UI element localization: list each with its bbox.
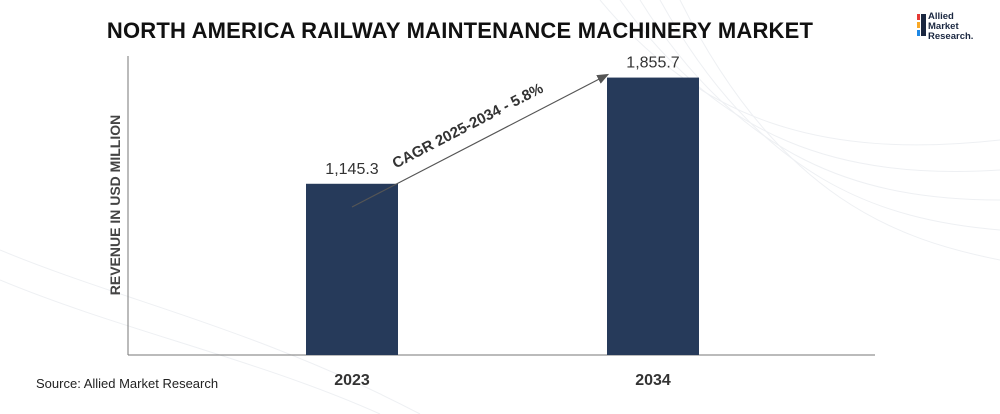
logo-line-1: Allied xyxy=(928,11,954,22)
data-label-2034: 1,855.7 xyxy=(626,55,679,72)
data-label-2023: 1,145.3 xyxy=(325,161,378,178)
x-tick-label-2034: 2034 xyxy=(635,372,671,389)
x-tick-label-2023: 2023 xyxy=(334,372,370,389)
allied-market-research-logo: Allied Market Research. xyxy=(916,12,992,52)
logo-line-2: Market xyxy=(928,21,959,32)
cagr-annotation: CAGR 2025-2034 - 5.8% xyxy=(390,80,547,172)
y-axis-label: REVENUE IN USD MILLION xyxy=(107,115,123,295)
cagr-arrow xyxy=(351,73,610,208)
logo-line-3: Research. xyxy=(928,31,974,42)
bar-2023 xyxy=(306,183,398,355)
chart-title: NORTH AMERICA RAILWAY MAINTENANCE MACHIN… xyxy=(106,18,814,43)
logo-icon xyxy=(917,14,926,36)
bar-2034 xyxy=(607,77,699,356)
source-note: Source: Allied Market Research xyxy=(36,376,219,391)
